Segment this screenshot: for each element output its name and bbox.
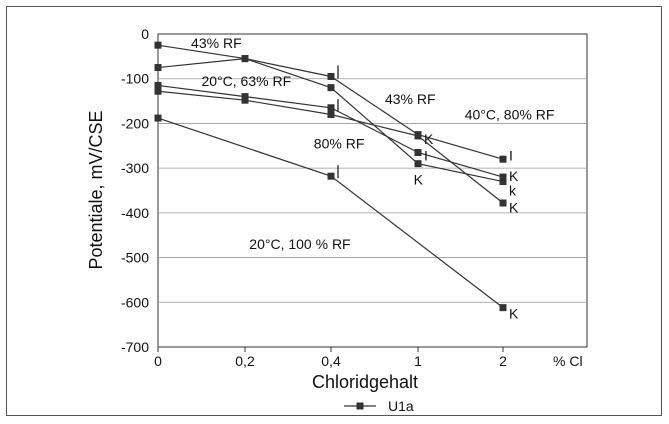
legend: U1a [344, 398, 414, 414]
y-tick-label: -400 [121, 205, 149, 221]
annotation-label: K [424, 131, 434, 147]
x-unit-label: % Cl [553, 353, 583, 369]
data-point [241, 93, 249, 101]
annotation-label: K [509, 305, 519, 321]
data-point [499, 199, 507, 207]
data-point [414, 132, 422, 140]
data-point [154, 87, 162, 95]
chart-frame [6, 6, 662, 416]
annotation-label: K [509, 168, 519, 184]
data-point [327, 72, 335, 80]
y-tick-label: -700 [121, 339, 149, 355]
x-axis-ticks: 0 0,2 0,4 1 2 [154, 347, 507, 369]
x-tick-label: 0,2 [235, 353, 255, 369]
x-tick-label: 2 [499, 353, 507, 369]
data-point [499, 178, 507, 186]
annotation-label: 43% RF [385, 91, 436, 107]
legend-marker [356, 402, 364, 410]
series-lines [154, 41, 507, 312]
data-point [241, 55, 249, 63]
y-tick-label: -100 [121, 71, 149, 87]
annotation-label: I [509, 148, 513, 164]
plot-area [157, 33, 588, 348]
data-point [154, 64, 162, 72]
data-point [154, 114, 162, 122]
x-tick-label: 0 [154, 353, 162, 369]
annotations: 43% RF 20°C, 63% RF 43% RF 40°C, 80% RF 80% … [191, 35, 554, 322]
data-point [327, 84, 335, 92]
y-tick-label: -300 [121, 160, 149, 176]
data-point [499, 155, 507, 163]
data-point [499, 304, 507, 312]
data-point [414, 148, 422, 156]
data-point [154, 81, 162, 89]
data-point [154, 41, 162, 49]
x-tick-label: 1 [414, 353, 422, 369]
data-point [327, 172, 335, 180]
legend-label: U1a [388, 398, 414, 414]
annotation-label: k [509, 183, 517, 199]
gridlines [158, 78, 587, 303]
annotation-label: 20°C, 100 % RF [249, 236, 350, 252]
data-point [327, 104, 335, 112]
data-point [327, 110, 335, 118]
annotation-label: 80% RF [314, 136, 365, 152]
annotation-label: K [509, 199, 519, 215]
y-axis-title: Potentiale, mV/CSE [86, 110, 106, 269]
annotation-label: 20°C, 63% RF [202, 73, 292, 89]
y-tick-label: -200 [121, 115, 149, 131]
annotation-label: 43% RF [191, 35, 242, 51]
data-point [499, 173, 507, 181]
y-tick-label: -600 [121, 294, 149, 310]
data-point [414, 160, 422, 168]
y-axis-ticks: 0 -100 -200 -300 -400 -500 -600 -700 [121, 26, 149, 355]
annotation-label: 40°C, 80% RF [465, 106, 555, 122]
x-tick-label: 0,4 [321, 353, 341, 369]
annotation-label: I [424, 148, 428, 164]
data-point [241, 96, 249, 104]
x-axis-title: Chloridgehalt [312, 372, 418, 392]
annotation-label: K [414, 171, 424, 187]
y-tick-label: 0 [141, 26, 149, 42]
y-tick-label: -500 [121, 250, 149, 266]
